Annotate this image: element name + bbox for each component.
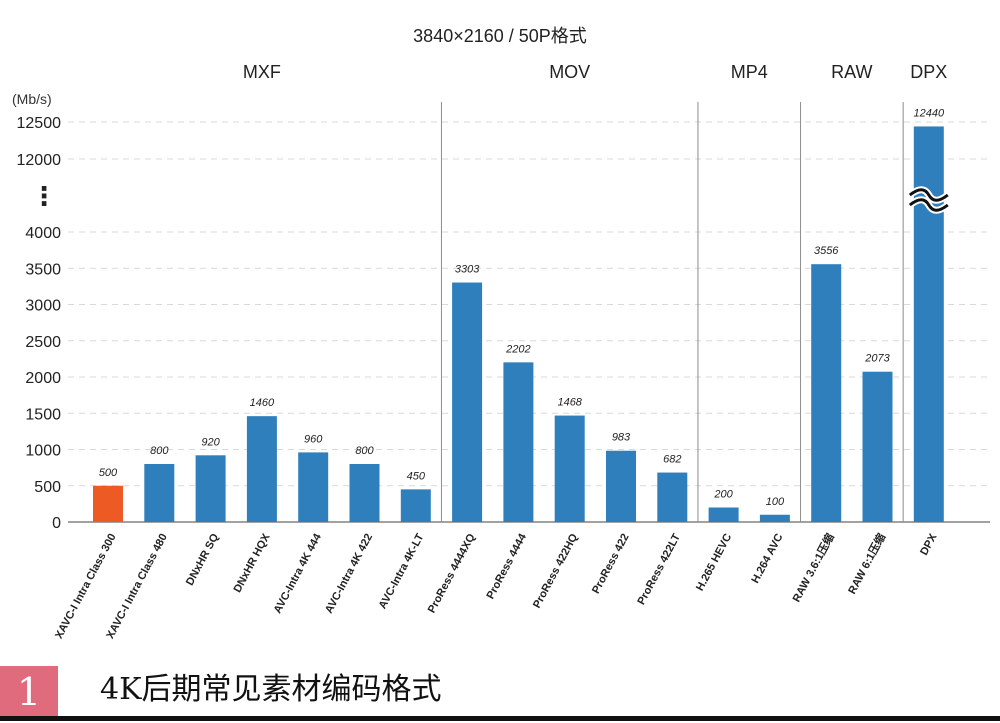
x-tick-label: ProRess 4444 xyxy=(485,531,530,601)
data-label: 200 xyxy=(713,489,733,501)
group-label: RAW xyxy=(831,62,872,82)
data-label: 682 xyxy=(663,454,681,466)
data-label: 983 xyxy=(612,432,631,444)
x-tick-label: ProRess 422HQ xyxy=(531,531,581,610)
data-label: 3556 xyxy=(814,245,839,257)
bar xyxy=(298,452,329,522)
bar xyxy=(862,371,893,522)
bar xyxy=(452,282,483,522)
x-tick-label: DNxHR HQX xyxy=(232,531,273,594)
bar xyxy=(811,264,842,522)
y-tick-label: 3000 xyxy=(25,298,61,315)
bar xyxy=(657,472,688,522)
chart-title: 3840×2160 / 50P格式 xyxy=(413,26,587,46)
x-tick-label: AVC-Intra 4K 444 xyxy=(272,531,325,615)
data-label: 1468 xyxy=(557,397,582,409)
data-label: 12440 xyxy=(914,107,945,119)
y-tick-label: 0 xyxy=(52,515,61,532)
caption-bar xyxy=(0,660,1000,723)
x-tick-label: AVC-Intra 4K-LT xyxy=(377,532,427,611)
data-label: 1460 xyxy=(250,397,275,409)
axis-break-symbol xyxy=(908,188,949,202)
x-tick-label: XAVC-I Intra Class 300 xyxy=(53,532,119,641)
data-label: 100 xyxy=(766,496,785,508)
bar xyxy=(195,455,226,522)
data-label: 800 xyxy=(355,445,374,457)
caption-text: 4K后期常见素材编码格式 xyxy=(100,672,442,707)
group-label: MP4 xyxy=(731,62,768,82)
bar xyxy=(144,464,175,522)
x-tick-label: DPX xyxy=(918,531,940,557)
y-axis-ellipsis: ⋮ xyxy=(31,181,57,211)
y-axis-unit: (Mb/s) xyxy=(12,91,52,107)
caption-rule xyxy=(0,716,1000,721)
x-tick-label: H.264 AVC xyxy=(749,532,785,586)
data-label: 500 xyxy=(99,467,118,479)
bar xyxy=(349,464,380,522)
data-label: 800 xyxy=(150,445,169,457)
bar xyxy=(759,514,790,522)
x-tick-label: RAW 3.6:1压缩 xyxy=(789,531,837,604)
bar xyxy=(246,416,277,522)
bar xyxy=(554,415,585,522)
data-label: 920 xyxy=(201,436,220,448)
axis-break-symbol xyxy=(908,198,949,212)
x-tick-label: ProRess 4444XQ xyxy=(426,531,478,615)
bar xyxy=(503,362,534,522)
bar-chart: 3840×2160 / 50P格式 (Mb/s) 0 500 1000 1500 2000 2… xyxy=(12,26,990,641)
x-tick-label: AVC-Intra 4K 422 xyxy=(323,532,375,616)
bar xyxy=(93,485,123,522)
bar xyxy=(606,450,636,522)
x-tick-label: RAW 6:1压缩 xyxy=(845,531,889,596)
y-tick-label: 2000 xyxy=(25,370,61,387)
x-tick-label: ProRess 422 xyxy=(590,532,632,596)
x-tick-label: H.265 HEVC xyxy=(694,532,734,593)
bar xyxy=(400,489,431,522)
group-label: MOV xyxy=(549,62,590,82)
data-label: 960 xyxy=(304,433,323,445)
y-tick-label: 12500 xyxy=(17,115,62,132)
y-tick-label: 3500 xyxy=(25,261,61,278)
x-tick-label: DNxHR SQ xyxy=(184,531,221,587)
group-label: MXF xyxy=(243,62,281,82)
data-label: 3303 xyxy=(455,264,480,276)
data-label: 450 xyxy=(407,470,426,482)
data-label: 2073 xyxy=(864,353,890,365)
x-tick-label: ProRess 422LT xyxy=(635,532,683,607)
y-tick-label: 12000 xyxy=(17,152,62,169)
y-tick-label: 1500 xyxy=(25,406,61,423)
bar xyxy=(708,507,739,522)
caption-number: 1 xyxy=(0,666,58,718)
y-tick-label: 1000 xyxy=(25,443,61,460)
group-label: DPX xyxy=(910,62,947,82)
y-tick-label: 500 xyxy=(34,479,61,496)
x-tick-label: XAVC-I Intra Class 480 xyxy=(104,532,170,641)
bar xyxy=(913,126,944,522)
y-tick-label: 4000 xyxy=(25,225,61,242)
y-tick-label: 2500 xyxy=(25,334,61,351)
data-label: 2202 xyxy=(505,343,530,355)
